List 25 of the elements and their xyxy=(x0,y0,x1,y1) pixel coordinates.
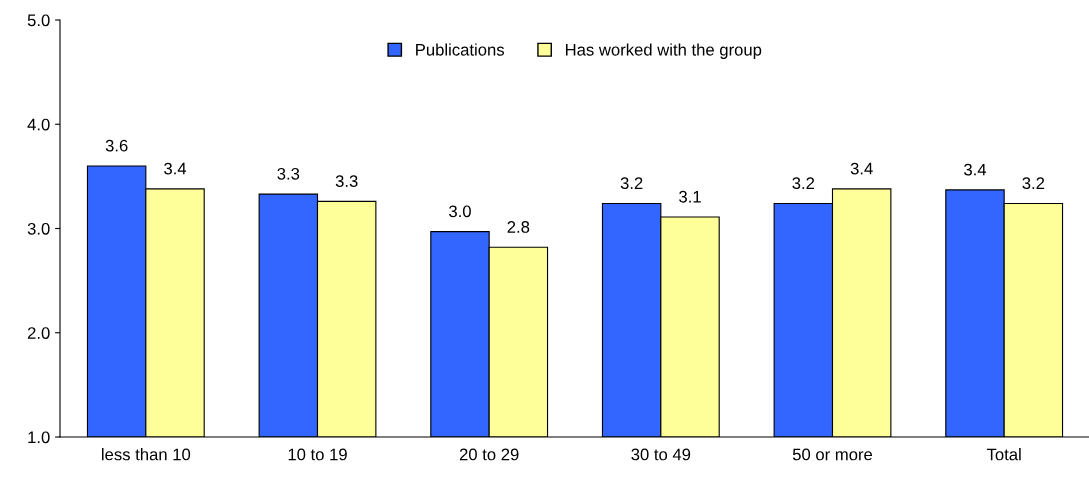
y-tick-label: 2.0 xyxy=(27,327,50,339)
data-label: 3.2 xyxy=(1022,177,1045,190)
y-tick-label: 4.0 xyxy=(27,118,50,131)
data-label: 3.4 xyxy=(164,162,187,175)
data-label: 3.4 xyxy=(850,162,873,175)
x-tick-label: 10 to 19 xyxy=(288,448,347,461)
y-tick-label: 3.0 xyxy=(27,222,50,235)
x-tick-label: Total xyxy=(986,448,1021,461)
y-tick-label: 1.0 xyxy=(28,431,50,444)
data-label: 3.1 xyxy=(679,190,701,203)
data-label: 2.8 xyxy=(507,221,530,233)
x-tick-label: 50 or more xyxy=(792,448,873,461)
data-label: 3.6 xyxy=(105,139,128,152)
legend-label: Publications xyxy=(416,43,505,56)
x-tick-label: 20 to 29 xyxy=(459,448,519,461)
legend-label: Has worked with the group xyxy=(565,43,762,59)
data-label: 3.3 xyxy=(335,175,358,187)
data-label: 3.2 xyxy=(792,177,815,190)
x-tick-label: 30 to 49 xyxy=(631,448,691,461)
data-label: 3.0 xyxy=(449,205,471,218)
y-tick-label: 5.0 xyxy=(27,14,50,27)
data-label: 3.4 xyxy=(964,163,987,176)
x-tick-label: less than 10 xyxy=(102,448,191,461)
data-label: 3.2 xyxy=(620,177,643,190)
data-label: 3.3 xyxy=(277,167,300,180)
